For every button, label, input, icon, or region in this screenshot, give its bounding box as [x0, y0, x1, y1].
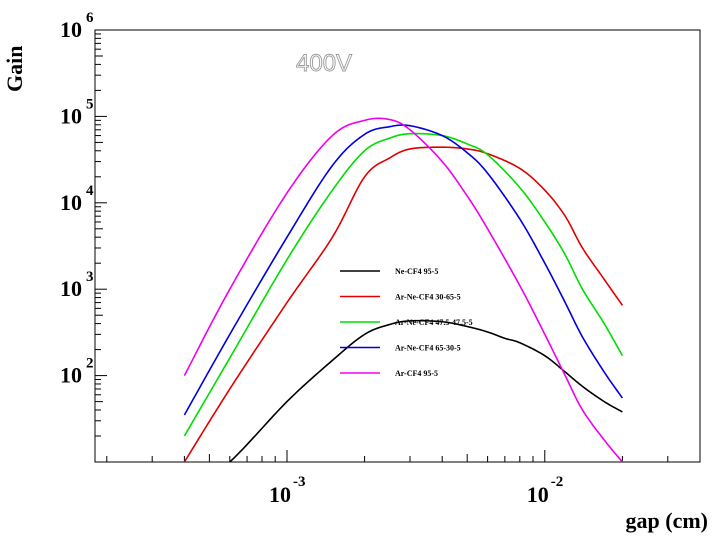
legend-label: Ar-Ne-CF4 30-65-5 [395, 293, 461, 302]
y-tick-label: 10 [60, 363, 82, 388]
series-line-2 [183, 146, 624, 462]
series-line-1 [228, 319, 623, 462]
x-tick-exponent: -3 [293, 474, 306, 490]
x-tick-label: 10 [269, 482, 291, 507]
x-tick-label: 10 [527, 482, 549, 507]
y-tick-label: 10 [60, 103, 82, 128]
legend-label: Ar-Ne-CF4 47.5-47.5-5 [395, 318, 473, 327]
y-tick-exponent: 3 [86, 269, 94, 285]
y-tick-exponent: 6 [86, 10, 94, 26]
y-tick-label: 10 [60, 276, 82, 301]
x-tick-exponent: -2 [551, 474, 564, 490]
y-axis-title: Gain [2, 46, 27, 92]
y-tick-label: 10 [60, 190, 82, 215]
tick-labels: 10 -3 10 -210 210 310 410 510 6 [60, 10, 563, 507]
legend-label: Ar-Ne-CF4 65-30-5 [395, 344, 461, 353]
annotation-label: 400V [296, 50, 352, 77]
legend-label: Ne-CF4 95-5 [395, 267, 438, 276]
legend-label: Ar-CF4 95-5 [395, 369, 438, 378]
y-tick-label: 10 [60, 17, 82, 42]
y-tick-exponent: 2 [86, 356, 94, 372]
series-line-3 [183, 132, 624, 437]
y-tick-exponent: 5 [86, 96, 94, 112]
series-layer [183, 117, 624, 462]
series-line-4 [183, 124, 624, 416]
plot-frame [94, 29, 701, 463]
x-axis-title: gap (cm) [626, 508, 708, 533]
y-tick-exponent: 4 [86, 183, 94, 199]
series-line-5 [183, 117, 624, 462]
legend: Ne-CF4 95-5 Ar-Ne-CF4 30-65-5 Ar-Ne-CF4 47… [340, 267, 473, 378]
axis-ticks [95, 29, 701, 463]
